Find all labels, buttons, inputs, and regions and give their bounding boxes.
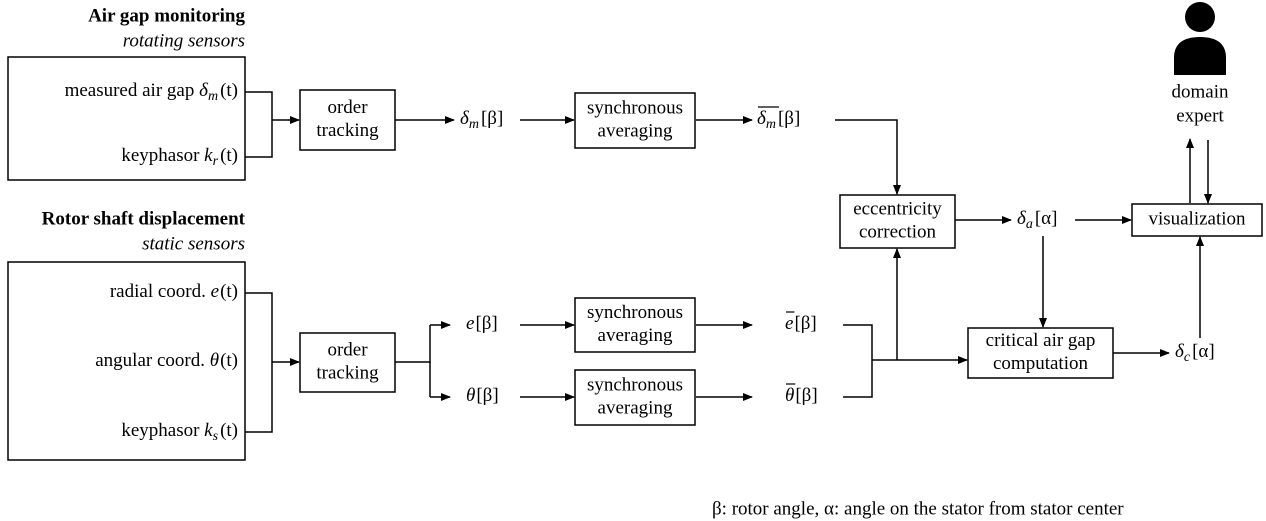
symbol-base: k <box>204 420 213 441</box>
process-box <box>967 327 1114 379</box>
user-icon <box>1174 2 1226 75</box>
signal-name: keyphasor <box>121 145 200 166</box>
symbol-sub: r <box>213 154 219 169</box>
connector <box>245 91 273 158</box>
input-box <box>7 56 246 181</box>
signal-label: keyphasor ks (t) <box>121 420 238 444</box>
symbol-base: δ <box>460 108 470 129</box>
connector <box>245 292 273 433</box>
signal-label: measured air gap δm (t) <box>65 80 238 104</box>
input-box <box>7 261 246 461</box>
symbol-arg: [β] <box>475 313 497 334</box>
signal-label: angular coord. θ(t) <box>95 350 238 371</box>
symbol-arg: (t) <box>220 145 238 166</box>
symbol-arg: [β] <box>778 108 800 129</box>
symbol-arg: (t) <box>220 350 238 371</box>
arrow <box>835 119 901 195</box>
signal-name: measured air gap <box>65 80 195 101</box>
symbol-base: θ <box>466 385 475 406</box>
signal-name: angular coord. <box>95 350 205 371</box>
symbol-base: e <box>785 313 793 334</box>
signal-label: radial coord. e(t) <box>110 281 238 302</box>
node-label: domain <box>1172 81 1229 102</box>
node-label: tracking <box>316 362 379 383</box>
process-box <box>574 92 696 149</box>
node-label: expert <box>1176 105 1224 126</box>
node-label: tracking <box>316 120 379 141</box>
symbol-sub: a <box>1026 217 1033 232</box>
symbol-arg: [α] <box>1192 341 1215 362</box>
signal-name: radial coord. <box>110 281 206 302</box>
node-label: correction <box>859 221 937 242</box>
signal: δm [β] <box>757 108 800 132</box>
node-label: synchronous <box>587 97 683 118</box>
node-label: averaging <box>598 397 673 418</box>
signal: θ[β] <box>785 385 818 406</box>
process-box <box>574 369 696 426</box>
symbol-sub: m <box>208 89 218 104</box>
node-label: order <box>327 339 368 360</box>
symbol-base: δ <box>757 108 767 129</box>
symbol-arg: (t) <box>220 420 238 441</box>
node-label: synchronous <box>587 374 683 395</box>
connector <box>395 325 431 363</box>
signal: e[β] <box>466 313 498 334</box>
symbol-arg: (t) <box>220 80 238 101</box>
node-label: averaging <box>598 120 673 141</box>
section-subtitle: rotating sensors <box>123 30 245 51</box>
node-label: synchronous <box>587 302 683 323</box>
section-title: Rotor shaft displacement <box>42 208 246 229</box>
signal-label: keyphasor kr (t) <box>121 145 238 169</box>
symbol-base: θ <box>210 350 219 371</box>
symbol-arg: [β] <box>794 313 816 334</box>
symbol-arg: (t) <box>220 281 238 302</box>
symbol-arg: [β] <box>481 108 503 129</box>
node-label: eccentricity <box>853 198 942 219</box>
process-box <box>574 297 696 353</box>
symbol-sub: m <box>766 117 776 132</box>
symbol-arg: [β] <box>476 385 498 406</box>
symbol-base: δ <box>1017 208 1027 229</box>
symbol-arg: [α] <box>1035 208 1058 229</box>
signal: θ[β] <box>466 385 499 406</box>
process-box <box>839 194 956 249</box>
symbol-base: k <box>204 145 213 166</box>
node-label: averaging <box>598 325 673 346</box>
signal: δc [α] <box>1175 341 1215 365</box>
connector <box>843 324 873 398</box>
signal: δa [α] <box>1017 208 1057 232</box>
node-label: visualization <box>1148 208 1246 229</box>
symbol-sub: m <box>469 117 479 132</box>
signal: e[β] <box>785 313 817 334</box>
process-box <box>299 332 396 393</box>
symbol-arg: [β] <box>795 385 817 406</box>
section-title: Air gap monitoring <box>88 5 245 26</box>
footnote: β: rotor angle, α: angle on the stator f… <box>712 498 1124 519</box>
symbol-base: e <box>466 313 474 334</box>
symbol-base: θ <box>785 385 794 406</box>
signal: δm [β] <box>460 108 503 132</box>
symbol-base: δ <box>199 80 209 101</box>
symbol-sub: c <box>1184 350 1191 365</box>
process-box <box>1131 203 1263 237</box>
node-label: critical air gap <box>986 330 1096 351</box>
symbol-base: e <box>211 281 219 302</box>
node-label: computation <box>993 353 1088 374</box>
process-box <box>299 89 396 151</box>
symbol-sub: s <box>213 429 219 444</box>
section-subtitle: static sensors <box>142 233 245 254</box>
node-label: order <box>327 97 368 118</box>
symbol-base: δ <box>1175 341 1185 362</box>
signal-name: keyphasor <box>121 420 200 441</box>
